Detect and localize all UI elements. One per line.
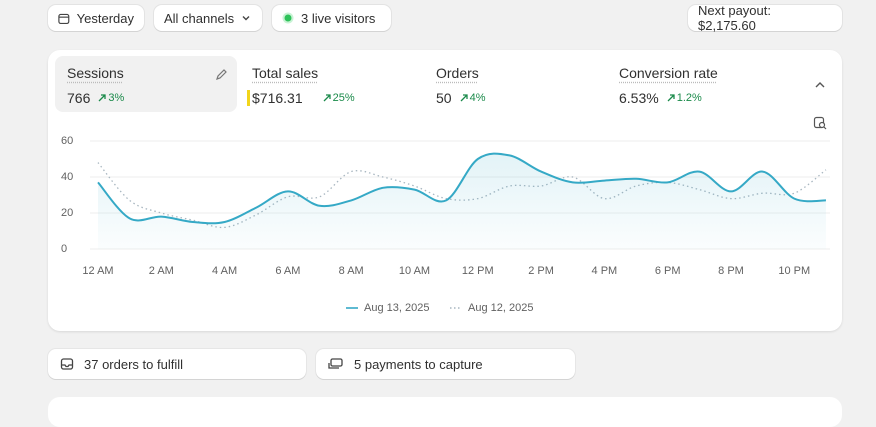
x-tick-label: 8 AM [339, 265, 364, 277]
legend-label: Aug 13, 2025 [364, 302, 429, 314]
y-tick-label: 0 [61, 243, 67, 255]
x-tick-label: 10 AM [399, 265, 430, 277]
y-tick-label: 40 [61, 171, 73, 183]
x-tick-label: 6 AM [275, 265, 300, 277]
y-tick-label: 60 [61, 135, 73, 147]
page: Yesterday All channels 3 live visitors N… [0, 0, 876, 408]
legend-label: Aug 12, 2025 [468, 302, 533, 314]
y-tick-label: 20 [61, 207, 73, 219]
x-tick-label: 10 PM [778, 265, 810, 277]
x-tick-label: 4 AM [212, 265, 237, 277]
sessions-chart: 0 20 40 60 12 AM 2 AM 4 AM 6 AM 8 AM 10 AM 12 PM 2 … [0, 0, 876, 408]
x-tick-label: 12 PM [462, 265, 494, 277]
x-tick-label: 2 AM [149, 265, 174, 277]
x-tick-label: 4 PM [592, 265, 618, 277]
x-tick-label: 12 AM [82, 265, 113, 277]
x-tick-label: 2 PM [528, 265, 554, 277]
series-area [98, 154, 826, 249]
x-tick-label: 6 PM [655, 265, 681, 277]
x-tick-label: 8 PM [718, 265, 744, 277]
